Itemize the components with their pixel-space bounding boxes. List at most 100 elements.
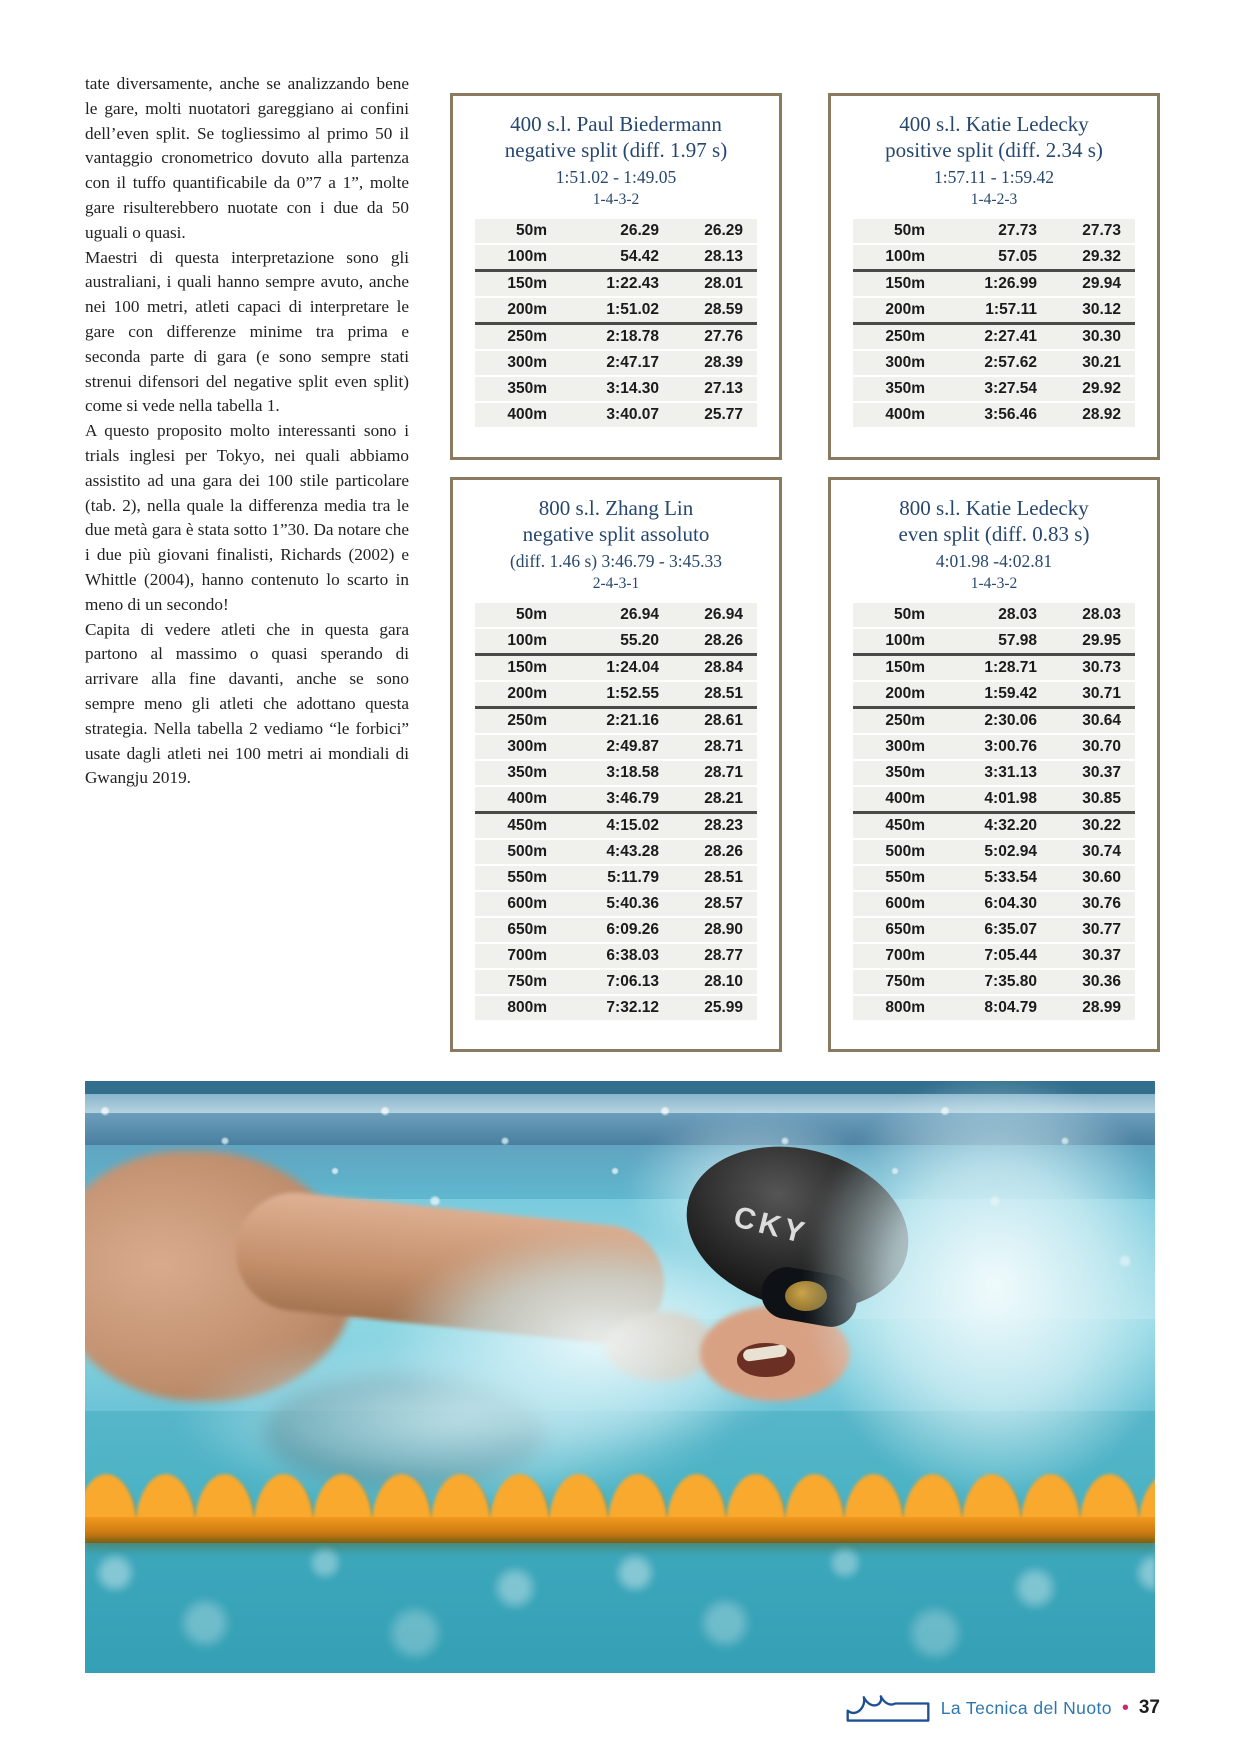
split-time-cell: 28.57 bbox=[704, 895, 743, 912]
distance-cell: 150m bbox=[885, 275, 925, 292]
body-paragraph: Capita di vedere atleti che in questa ga… bbox=[85, 619, 409, 788]
distance-cell: 400m bbox=[507, 406, 547, 423]
split-row: 50m 27.73 27.73 bbox=[853, 219, 1135, 245]
split-time-cell: 28.71 bbox=[704, 738, 743, 755]
distance-cell: 300m bbox=[885, 354, 925, 371]
distance-cell: 450m bbox=[885, 817, 925, 834]
distance-cell: 350m bbox=[507, 380, 547, 397]
distance-cell: 100m bbox=[885, 632, 925, 649]
split-time-cell: 30.77 bbox=[1082, 921, 1121, 938]
cumulative-time-cell: 5:33.54 bbox=[984, 869, 1037, 886]
split-time-cell: 27.76 bbox=[704, 328, 743, 345]
split-time-cell: 25.99 bbox=[704, 999, 743, 1016]
table-title: 400 s.l. Katie Ledecky bbox=[899, 112, 1089, 136]
split-time-cell: 28.23 bbox=[704, 817, 743, 834]
split-time-cell: 28.01 bbox=[704, 275, 743, 292]
cumulative-time-cell: 6:09.26 bbox=[606, 921, 659, 938]
cumulative-time-cell: 2:18.78 bbox=[606, 328, 659, 345]
split-time-cell: 30.73 bbox=[1082, 659, 1121, 676]
split-rows: 50m 26.29 26.29 100m 54.42 28.13 150m 1:22.43 28… bbox=[475, 219, 757, 429]
distance-cell: 300m bbox=[885, 738, 925, 755]
cumulative-time-cell: 26.94 bbox=[620, 606, 659, 623]
magazine-title: La Tecnica del Nuoto bbox=[940, 1697, 1112, 1718]
split-time-cell: 29.94 bbox=[1082, 275, 1121, 292]
cumulative-time-cell: 3:40.07 bbox=[606, 406, 659, 423]
cumulative-time-cell: 3:46.79 bbox=[606, 790, 659, 807]
split-time-cell: 30.60 bbox=[1082, 869, 1121, 886]
table-zhanglin-800: 800 s.l. Zhang Lin negative split assolu… bbox=[450, 477, 782, 1052]
split-time-cell: 30.70 bbox=[1082, 738, 1121, 755]
cumulative-time-cell: 3:31.13 bbox=[984, 764, 1037, 781]
cumulative-time-cell: 28.03 bbox=[998, 606, 1037, 623]
cumulative-time-cell: 1:28.71 bbox=[984, 659, 1037, 676]
cumulative-time-cell: 2:57.62 bbox=[984, 354, 1037, 371]
table-title: 800 s.l. Zhang Lin bbox=[538, 496, 694, 520]
distance-cell: 500m bbox=[885, 843, 925, 860]
table-biedermann-400: 400 s.l. Paul Biedermann negative split … bbox=[450, 93, 782, 460]
split-row: 150m 1:26.99 29.94 bbox=[853, 272, 1135, 298]
cumulative-time-cell: 4:15.02 bbox=[606, 817, 659, 834]
split-time-cell: 28.13 bbox=[704, 248, 743, 265]
distance-cell: 200m bbox=[885, 301, 925, 318]
distance-cell: 650m bbox=[885, 921, 925, 938]
distance-cell: 550m bbox=[885, 869, 925, 886]
distance-cell: 650m bbox=[507, 921, 547, 938]
cumulative-time-cell: 7:06.13 bbox=[606, 973, 659, 990]
split-time-cell: 30.12 bbox=[1082, 301, 1121, 318]
cumulative-time-cell: 3:56.46 bbox=[984, 406, 1037, 423]
cumulative-time-cell: 57.98 bbox=[998, 632, 1037, 649]
split-row: 50m 28.03 28.03 bbox=[853, 603, 1135, 629]
distance-cell: 350m bbox=[507, 764, 547, 781]
split-time-cell: 30.71 bbox=[1082, 685, 1121, 702]
split-row: 500m 5:02.94 30.74 bbox=[853, 840, 1135, 866]
distance-cell: 150m bbox=[507, 275, 547, 292]
table-header: 800 s.l. Zhang Lin negative split assolu… bbox=[453, 480, 779, 594]
split-time-cell: 30.64 bbox=[1082, 712, 1121, 729]
split-time-cell: 28.51 bbox=[704, 869, 743, 886]
cumulative-time-cell: 54.42 bbox=[620, 248, 659, 265]
distance-cell: 750m bbox=[507, 973, 547, 990]
split-time-cell: 27.73 bbox=[1082, 222, 1121, 239]
split-row: 300m 2:49.87 28.71 bbox=[475, 735, 757, 761]
split-row: 100m 57.98 29.95 bbox=[853, 629, 1135, 656]
split-row: 400m 3:40.07 25.77 bbox=[475, 403, 757, 429]
split-rows: 50m 26.94 26.94 100m 55.20 28.26 150m 1:24.04 28… bbox=[475, 603, 757, 1022]
distance-cell: 250m bbox=[885, 712, 925, 729]
cumulative-time-cell: 5:11.79 bbox=[607, 869, 659, 886]
wave-logo-icon bbox=[846, 1695, 930, 1722]
table-halves-times: 4:01.98 -4:02.81 bbox=[935, 551, 1053, 571]
split-row: 350m 3:18.58 28.71 bbox=[475, 761, 757, 787]
split-row: 800m 8:04.79 28.99 bbox=[853, 996, 1135, 1022]
swimmer-photo: CKY bbox=[85, 1081, 1155, 1673]
body-paragraph: Maestri di questa interpretazione sono g… bbox=[85, 247, 409, 416]
cumulative-time-cell: 55.20 bbox=[620, 632, 659, 649]
split-row: 400m 3:56.46 28.92 bbox=[853, 403, 1135, 429]
table-header: 400 s.l. Katie Ledecky positive split (d… bbox=[831, 96, 1157, 210]
split-time-cell: 29.92 bbox=[1082, 380, 1121, 397]
split-time-cell: 29.32 bbox=[1082, 248, 1121, 265]
split-row: 300m 2:57.62 30.21 bbox=[853, 351, 1135, 377]
table-halves-times: 1:51.02 - 1:49.05 bbox=[555, 167, 677, 187]
table-subtitle: even split (diff. 0.83 s) bbox=[898, 522, 1090, 546]
distance-cell: 100m bbox=[507, 632, 547, 649]
split-time-cell: 28.92 bbox=[1082, 406, 1121, 423]
cumulative-time-cell: 4:01.98 bbox=[984, 790, 1037, 807]
water-bokeh bbox=[85, 1533, 1155, 1673]
split-time-cell: 30.37 bbox=[1082, 947, 1121, 964]
cumulative-time-cell: 57.05 bbox=[998, 248, 1037, 265]
split-rows: 50m 28.03 28.03 100m 57.98 29.95 150m 1:28.71 30… bbox=[853, 603, 1135, 1022]
cumulative-time-cell: 6:35.07 bbox=[984, 921, 1037, 938]
split-row: 50m 26.94 26.94 bbox=[475, 603, 757, 629]
table-quarter-order: 1-4-3-2 bbox=[592, 191, 640, 208]
split-time-cell: 28.21 bbox=[704, 790, 743, 807]
cumulative-time-cell: 7:32.12 bbox=[606, 999, 659, 1016]
split-time-cell: 30.30 bbox=[1082, 328, 1121, 345]
split-row: 450m 4:32.20 30.22 bbox=[853, 814, 1135, 840]
table-ledecky-800: 800 s.l. Katie Ledecky even split (diff.… bbox=[828, 477, 1160, 1052]
distance-cell: 300m bbox=[507, 354, 547, 371]
cumulative-time-cell: 1:57.11 bbox=[985, 301, 1037, 318]
cumulative-time-cell: 27.73 bbox=[998, 222, 1037, 239]
cumulative-time-cell: 3:00.76 bbox=[984, 738, 1037, 755]
page-footer: La Tecnica del Nuoto • 37 bbox=[0, 1692, 1160, 1724]
split-time-cell: 30.22 bbox=[1082, 817, 1121, 834]
